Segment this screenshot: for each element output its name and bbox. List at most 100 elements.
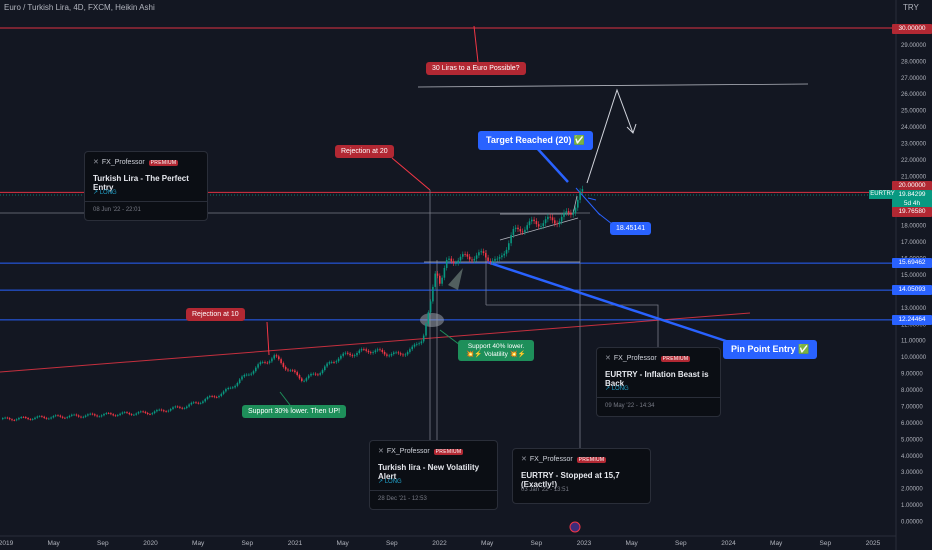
candle — [261, 362, 264, 363]
candle — [82, 416, 85, 418]
candle — [337, 358, 340, 362]
y-tick-label: 29.00000 — [901, 43, 927, 49]
x-tick-label: Sep — [675, 540, 687, 547]
up-arrow-shape — [448, 268, 463, 290]
idea-card-inflation-beast[interactable]: ✕ FX_Professor PREMIUM EURTRY - Inflation … — [596, 347, 721, 417]
y-tick-label: 11.00000 — [901, 339, 926, 345]
candle — [296, 372, 298, 376]
candle — [312, 373, 315, 375]
label-rejection-10[interactable]: Rejection at 10 — [186, 308, 245, 321]
candle — [402, 354, 404, 356]
y-tick-label: 9.00000 — [901, 372, 923, 378]
label-pin-point-entry[interactable]: Pin Point Entry ✅ — [723, 340, 818, 359]
candle — [209, 396, 211, 398]
callout-pointer — [473, 25, 479, 63]
candle — [549, 216, 551, 218]
candle — [356, 352, 358, 356]
candle — [146, 412, 149, 415]
candle — [114, 415, 117, 417]
x-tick-label: Sep — [97, 540, 109, 547]
candle — [220, 393, 223, 397]
candle — [310, 373, 312, 376]
candle — [11, 419, 13, 421]
candle — [229, 387, 232, 389]
label-support-30[interactable]: Support 30% lower. Then UP! — [242, 405, 347, 418]
label-rejection-20[interactable]: Rejection at 20 — [335, 145, 394, 158]
premium-badge: PREMIUM — [576, 457, 607, 463]
candle — [105, 413, 108, 414]
candle — [119, 413, 121, 416]
candle — [275, 355, 278, 357]
candle — [360, 349, 363, 351]
x-tick-label: May — [626, 540, 639, 547]
candle — [222, 391, 225, 394]
candle — [393, 352, 395, 354]
idea-card-perfect-entry[interactable]: ✕ FX_Professor PREMIUM Turkish Lira - The … — [84, 151, 208, 221]
candle — [537, 224, 540, 227]
idea-card-stopped-15-7[interactable]: ✕ FX_Professor PREMIUM EURTRY - Stopped at… — [512, 448, 651, 504]
candle — [142, 411, 144, 413]
label-target-reached[interactable]: Target Reached (20) ✅ — [478, 131, 594, 150]
candle — [367, 350, 370, 353]
candle — [192, 402, 195, 404]
candle — [43, 416, 45, 418]
label-support-40[interactable]: Support 40% lower. 💥⚡ Volatility 💥⚡ — [458, 340, 534, 361]
candle — [117, 415, 119, 416]
x-tick-label: 2020 — [143, 540, 158, 547]
candle — [107, 413, 110, 414]
candle — [250, 373, 252, 375]
y-tick-label: 21.00000 — [901, 174, 927, 180]
label-18-45[interactable]: 18.45141 — [610, 222, 652, 235]
candle — [133, 414, 135, 416]
candle — [531, 219, 533, 222]
candle — [2, 418, 4, 420]
candle — [544, 219, 547, 224]
candle — [135, 413, 137, 415]
candle — [48, 418, 50, 420]
candle — [174, 406, 177, 408]
candle — [34, 417, 36, 420]
candle — [284, 366, 287, 370]
candle — [471, 259, 473, 261]
label-30-liras[interactable]: 30 Liras to a Euro Possible? — [426, 62, 526, 75]
candle — [18, 417, 20, 420]
candle — [112, 414, 114, 416]
target-30-line — [417, 83, 809, 88]
candle — [551, 217, 554, 221]
candle — [245, 374, 248, 376]
candle — [379, 349, 381, 351]
candle — [110, 413, 112, 415]
candle — [411, 346, 413, 350]
y-tick-label: 15.00000 — [901, 273, 927, 279]
callout-pointer — [439, 329, 461, 346]
candle — [321, 370, 324, 374]
y-tick-label: 8.00000 — [901, 388, 923, 394]
candle — [432, 286, 434, 302]
candle — [521, 231, 524, 233]
candle — [71, 414, 73, 416]
candle — [151, 413, 154, 415]
y-tick-label: 13.00000 — [901, 306, 927, 312]
idea-card-volatility-alert[interactable]: ✕ FX_Professor PREMIUM Turkish lira - New … — [369, 440, 498, 510]
candle — [556, 223, 558, 225]
idea-date: 28 Dec '21 - 12:53 — [378, 496, 427, 502]
candle — [317, 374, 319, 376]
callout-pointer — [391, 157, 431, 191]
candle — [347, 352, 349, 354]
candle — [473, 258, 476, 261]
x-tick-label: Sep — [531, 540, 543, 547]
candle — [406, 352, 409, 355]
symbol-tag: EURTRY — [869, 190, 896, 199]
y-tick-label: 6.00000 — [901, 421, 923, 427]
candle — [374, 350, 377, 353]
candle — [425, 323, 427, 336]
candle — [416, 343, 418, 345]
candle — [344, 352, 347, 354]
candle — [455, 263, 457, 264]
y-tick-label: 2.00000 — [901, 487, 923, 493]
candle — [257, 364, 259, 368]
candle — [73, 414, 75, 416]
candle — [160, 409, 163, 411]
candle — [333, 362, 335, 363]
